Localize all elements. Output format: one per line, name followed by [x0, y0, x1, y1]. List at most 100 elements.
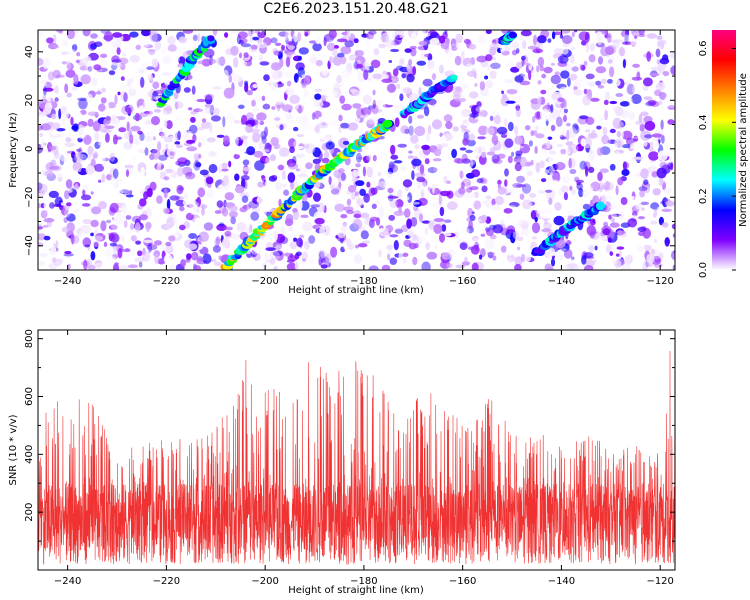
- spectrogram-cell: [537, 95, 542, 105]
- spectrogram-cell: [126, 229, 137, 233]
- spectrogram-cell: [483, 126, 494, 133]
- spectrogram-cell: [633, 135, 639, 142]
- spectrogram-cell: [670, 250, 675, 261]
- spectrogram-cell: [563, 192, 569, 201]
- spectrogram-cell: [90, 219, 99, 228]
- spectrogram-cell: [503, 208, 513, 214]
- spectrogram-cell: [412, 66, 417, 76]
- spectrogram-cell: [667, 119, 675, 125]
- spectrogram-cell: [283, 189, 289, 196]
- spectrogram-cell: [644, 120, 656, 131]
- spectrogram-cell: [287, 51, 296, 56]
- spectrogram-cell: [506, 205, 516, 209]
- spectrogram-cell: [383, 145, 388, 153]
- spectrogram-cell: [170, 170, 178, 178]
- spectrogram-cell: [38, 203, 42, 209]
- spectrogram-cell: [444, 30, 448, 35]
- spectrogram-cell: [458, 187, 466, 195]
- chart-title: C2E6.2023.151.20.48.G21: [263, 1, 449, 17]
- spectrogram-cell: [233, 149, 244, 155]
- spectrogram-cell: [626, 105, 637, 114]
- spectrogram-cell: [417, 182, 422, 190]
- spectrogram-cell: [240, 98, 250, 104]
- spectrogram-cell: [193, 153, 201, 161]
- spectrogram-cell: [70, 116, 74, 126]
- spectrogram-cell: [103, 241, 108, 248]
- spectrogram-cell: [352, 218, 363, 230]
- spectrogram-cell: [286, 80, 292, 87]
- spectrogram-cell: [594, 213, 598, 223]
- spectrogram-cell: [152, 81, 160, 89]
- spectrogram-cell: [190, 206, 195, 216]
- spectrogram-cell: [354, 117, 361, 123]
- spectrogram-cell: [413, 205, 419, 212]
- spectrogram-cell: [497, 126, 508, 135]
- spectrogram-cell: [408, 115, 413, 124]
- spectrogram-cell: [360, 107, 372, 116]
- spectrogram-cell: [612, 78, 621, 87]
- spectrogram-cell: [308, 56, 317, 64]
- spectrogram-cell: [312, 42, 322, 52]
- spectrogram-cell: [573, 89, 583, 96]
- spectrogram-cell: [182, 199, 190, 207]
- spectrogram-cell: [595, 80, 602, 86]
- spectrogram-cell: [439, 64, 444, 74]
- spectrogram-cell: [402, 252, 409, 257]
- spectrogram-cell: [251, 99, 256, 107]
- spectrogram-cell: [512, 231, 520, 240]
- spectrogram-cell: [186, 253, 192, 260]
- spectrogram-cell: [573, 137, 577, 149]
- snr-panel: −240 −220 −200 −180 −160 −140 −120 20040060080…: [8, 329, 676, 596]
- spectrogram-cell: [146, 110, 154, 115]
- spectrogram-cell: [110, 114, 117, 122]
- spectrogram-cell: [299, 168, 307, 175]
- spectrogram-cell: [243, 204, 252, 210]
- spectrogram-cell: [98, 201, 108, 210]
- spectrogram-cell: [455, 33, 463, 44]
- spectrogram-cell: [130, 125, 141, 132]
- spectrogram-cell: [198, 231, 209, 242]
- spectrogram-cell: [167, 44, 177, 52]
- spectrogram-cell: [112, 32, 123, 38]
- spectrogram-cell: [129, 31, 139, 38]
- spectrogram-cell: [214, 210, 222, 214]
- spectrogram-cell: [277, 70, 283, 78]
- spectrogram-cell: [550, 104, 554, 113]
- spectrogram-cell: [184, 172, 196, 180]
- spectrogram-cell: [516, 175, 526, 183]
- spectrogram-cell: [411, 32, 417, 40]
- spectrogram-cell: [566, 129, 570, 141]
- spectrogram-cell: [192, 34, 198, 41]
- spectrogram-cell: [332, 104, 337, 113]
- spectrogram-cell: [222, 116, 226, 128]
- spectrogram-cell: [85, 165, 96, 175]
- spectrogram-cell: [543, 66, 553, 74]
- spectrogram-cell: [236, 221, 247, 233]
- spectrogram-cell: [187, 97, 197, 105]
- spectrogram-cell: [258, 30, 263, 33]
- spectrogram-cell: [606, 138, 611, 145]
- spectrogram-cell: [656, 35, 663, 40]
- spectrogram-cell: [506, 225, 516, 235]
- spectrogram-cell: [580, 138, 587, 147]
- spectrogram-cell: [314, 88, 323, 93]
- spectrogram-cell: [388, 164, 399, 173]
- spectrogram-cell: [300, 214, 309, 218]
- spectrogram-cell: [521, 183, 532, 194]
- spectrogram-cell: [551, 139, 557, 148]
- spectrogram-cell: [273, 114, 283, 126]
- spectrogram-cell: [671, 223, 675, 230]
- spectrogram-cell: [459, 170, 464, 179]
- spectrogram-cell: [551, 31, 556, 40]
- spectrogram-cell: [519, 80, 531, 86]
- spectrogram-cell: [82, 55, 92, 65]
- spectrogram-cell: [538, 216, 542, 220]
- spectrogram-cell: [485, 195, 492, 200]
- spectrogram-cell: [320, 264, 328, 269]
- spectrogram-cell: [446, 180, 451, 184]
- spectrogram-cell: [38, 226, 44, 230]
- spectrogram-cell: [146, 66, 154, 71]
- spectrogram-cell: [433, 148, 442, 157]
- spectrogram-cell: [228, 75, 233, 83]
- spectrogram-cell: [243, 52, 249, 58]
